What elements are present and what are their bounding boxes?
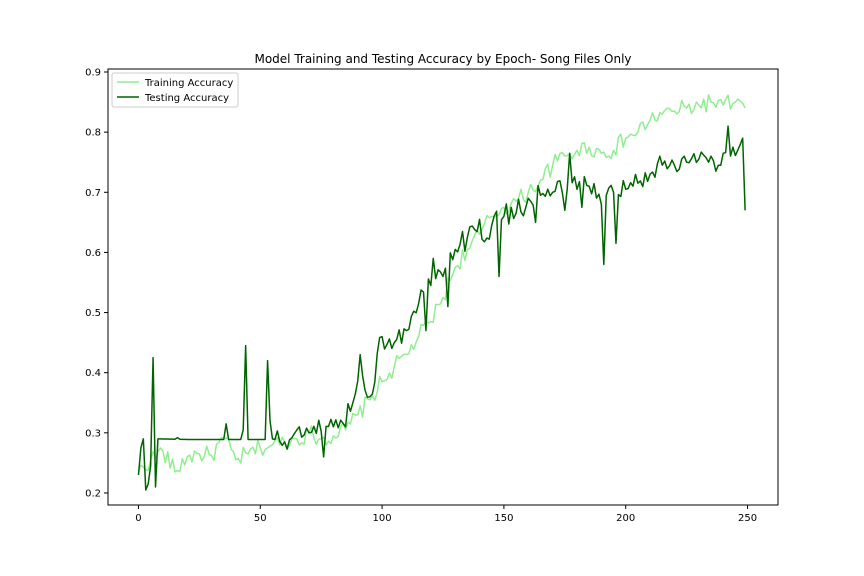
series-layer xyxy=(137,94,746,491)
legend: Training Accuracy Testing Accuracy xyxy=(111,72,239,108)
x-tick-label: 250 xyxy=(738,513,757,524)
y-tick-label: 0.4 xyxy=(85,368,101,379)
x-tick-label: 150 xyxy=(494,513,513,524)
y-tick-label: 0.3 xyxy=(85,428,101,439)
x-tick-label: 200 xyxy=(616,513,635,524)
y-tick-label: 0.5 xyxy=(85,308,101,319)
x-tick-label: 0 xyxy=(135,513,141,524)
legend-box xyxy=(111,72,239,108)
y-tick-label: 0.6 xyxy=(85,248,101,259)
chart-title: Model Training and Testing Accuracy by E… xyxy=(254,52,631,66)
x-tick-label: 50 xyxy=(254,513,267,524)
x-axis: 0 50 100 150 200 250 xyxy=(135,505,757,524)
y-tick-label: 0.9 xyxy=(85,68,101,79)
y-axis: 0.2 0.3 0.4 0.5 0.6 0.7 0.8 0.9 xyxy=(85,68,108,499)
y-tick-label: 0.8 xyxy=(85,128,101,139)
legend-label-testing: Testing Accuracy xyxy=(144,93,229,104)
series-line-testing xyxy=(137,125,746,491)
plot-area-frame xyxy=(107,68,779,506)
x-tick-label: 100 xyxy=(373,513,392,524)
series-line-training xyxy=(137,94,746,473)
legend-label-training: Training Accuracy xyxy=(144,78,233,89)
y-tick-label: 0.2 xyxy=(85,488,101,499)
y-tick-label: 0.7 xyxy=(85,188,101,199)
